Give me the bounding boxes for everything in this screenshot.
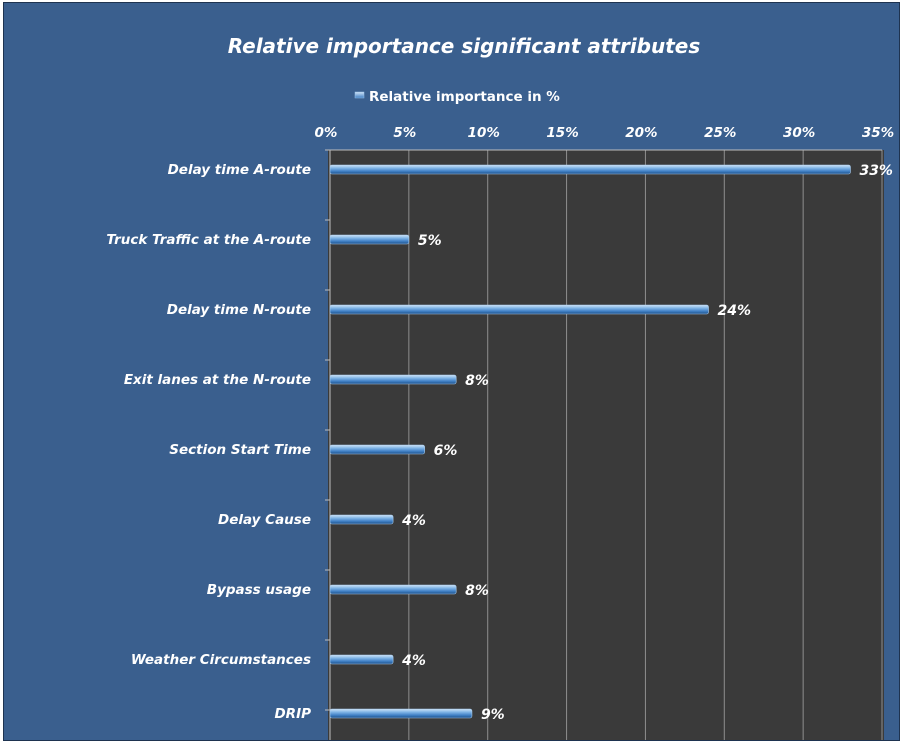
bar [329, 164, 851, 175]
x-tick-label: 15% [546, 125, 578, 141]
bar [329, 514, 394, 525]
chart-title: Relative importance significant attribut… [228, 34, 701, 58]
category-label: Section Start Time [169, 442, 311, 458]
category-label: Weather Circumstances [131, 652, 311, 668]
category-label: Truck Traffic at the A-route [106, 232, 311, 248]
value-label: 4% [401, 653, 426, 669]
bars [329, 164, 851, 719]
category-label: Bypass usage [207, 582, 311, 598]
category-labels: Delay time A-route Truck Traffic at the A… [106, 162, 311, 722]
legend: Relative importance in % [354, 89, 560, 105]
category-label: Exit lanes at the N-route [124, 372, 311, 388]
value-label: 4% [401, 513, 426, 529]
legend-swatch [354, 91, 365, 99]
value-label: 8% [465, 373, 489, 389]
chart-svg: Relative importance significant attribut… [106, 34, 895, 740]
bar [329, 444, 425, 455]
value-label: 24% [718, 303, 752, 319]
bar [329, 708, 473, 719]
x-axis-ticks: 0% 5% 10% 15% 20% 25% 30% 35% [315, 125, 895, 141]
category-label: Delay time N-route [167, 302, 311, 318]
x-tick-label: 10% [468, 125, 500, 141]
value-label: 6% [434, 443, 458, 459]
value-label: 8% [465, 583, 489, 599]
value-labels: 33% 5% 24% 8% 6% 4% 8% 4% 9% [401, 163, 893, 723]
bar [329, 234, 410, 245]
value-label: 33% [859, 163, 893, 179]
chart-frame: Relative importance significant attribut… [3, 2, 900, 741]
bar [329, 584, 457, 595]
grid-lines [408, 150, 883, 740]
category-label: DRIP [274, 706, 311, 722]
legend-entry: Relative importance in % [369, 89, 560, 105]
x-tick-label: 35% [862, 125, 894, 141]
bar [329, 374, 457, 385]
bar [329, 304, 709, 315]
category-label: Delay Cause [218, 512, 311, 528]
x-tick-label: 5% [393, 125, 416, 141]
value-label: 5% [418, 233, 442, 249]
x-tick-label: 25% [704, 125, 736, 141]
x-tick-label: 0% [315, 125, 338, 141]
value-label: 9% [481, 707, 505, 723]
x-tick-label: 20% [625, 125, 657, 141]
x-tick-label: 30% [783, 125, 815, 141]
bar [329, 654, 394, 665]
category-label: Delay time A-route [168, 162, 311, 178]
